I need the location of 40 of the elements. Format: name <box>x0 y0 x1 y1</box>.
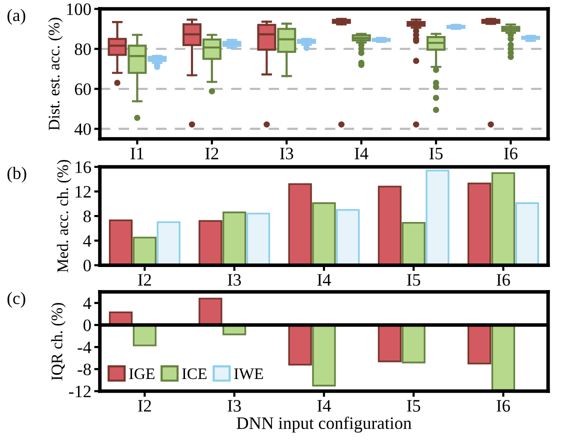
y-tick-label: 8 <box>84 210 91 222</box>
y-tick-label: 12 <box>76 186 91 198</box>
y-tick-label: 0 <box>84 319 91 332</box>
y-tick-label: 16 <box>76 161 92 174</box>
y-tick-label: 100 <box>67 3 91 16</box>
x-tick-label: I6 <box>496 274 510 286</box>
legend-label: ICE <box>182 368 207 380</box>
legend-label: IGE <box>129 368 154 380</box>
text: (b) <box>7 166 26 183</box>
y-tick-label: 0 <box>84 260 91 272</box>
y-axis-title: IQR ch. (%) <box>51 302 66 380</box>
x-tick-label: I5 <box>429 148 443 160</box>
x-tick-label: I4 <box>354 148 368 160</box>
y-tick-label: 4 <box>83 235 92 247</box>
text: (a) <box>7 8 26 25</box>
x-axis-title: DNN input configuration <box>236 416 412 433</box>
x-tick-label: I3 <box>228 274 241 286</box>
y-tick-label: -12 <box>69 386 91 398</box>
x-tick-label: I6 <box>496 400 510 412</box>
x-tick-label: I4 <box>317 274 331 286</box>
x-tick-label: I2 <box>138 400 151 412</box>
text: (c) <box>7 292 26 308</box>
x-tick-label: I2 <box>205 148 218 160</box>
x-tick-label: I4 <box>317 400 331 412</box>
x-tick-label: I3 <box>280 148 294 160</box>
y-tick-label: -4 <box>78 342 92 354</box>
y-tick-label: 60 <box>74 83 91 96</box>
y-axis-title: Dist. est. acc. (%) <box>48 18 63 130</box>
y-tick-label: 40 <box>74 123 91 136</box>
legend-label: IWE <box>234 368 264 380</box>
y-tick-label: -8 <box>78 364 91 376</box>
x-tick-label: I3 <box>228 400 241 412</box>
y-tick-label: 80 <box>74 43 91 56</box>
y-tick-label: 4 <box>83 298 92 309</box>
x-tick-label: I5 <box>407 400 420 412</box>
x-tick-label: I1 <box>130 148 144 160</box>
x-tick-label: I6 <box>504 148 518 160</box>
x-tick-label: I2 <box>138 274 151 286</box>
y-axis-title: Med. acc. ch. (%) <box>56 160 72 272</box>
x-tick-label: I5 <box>407 274 420 286</box>
